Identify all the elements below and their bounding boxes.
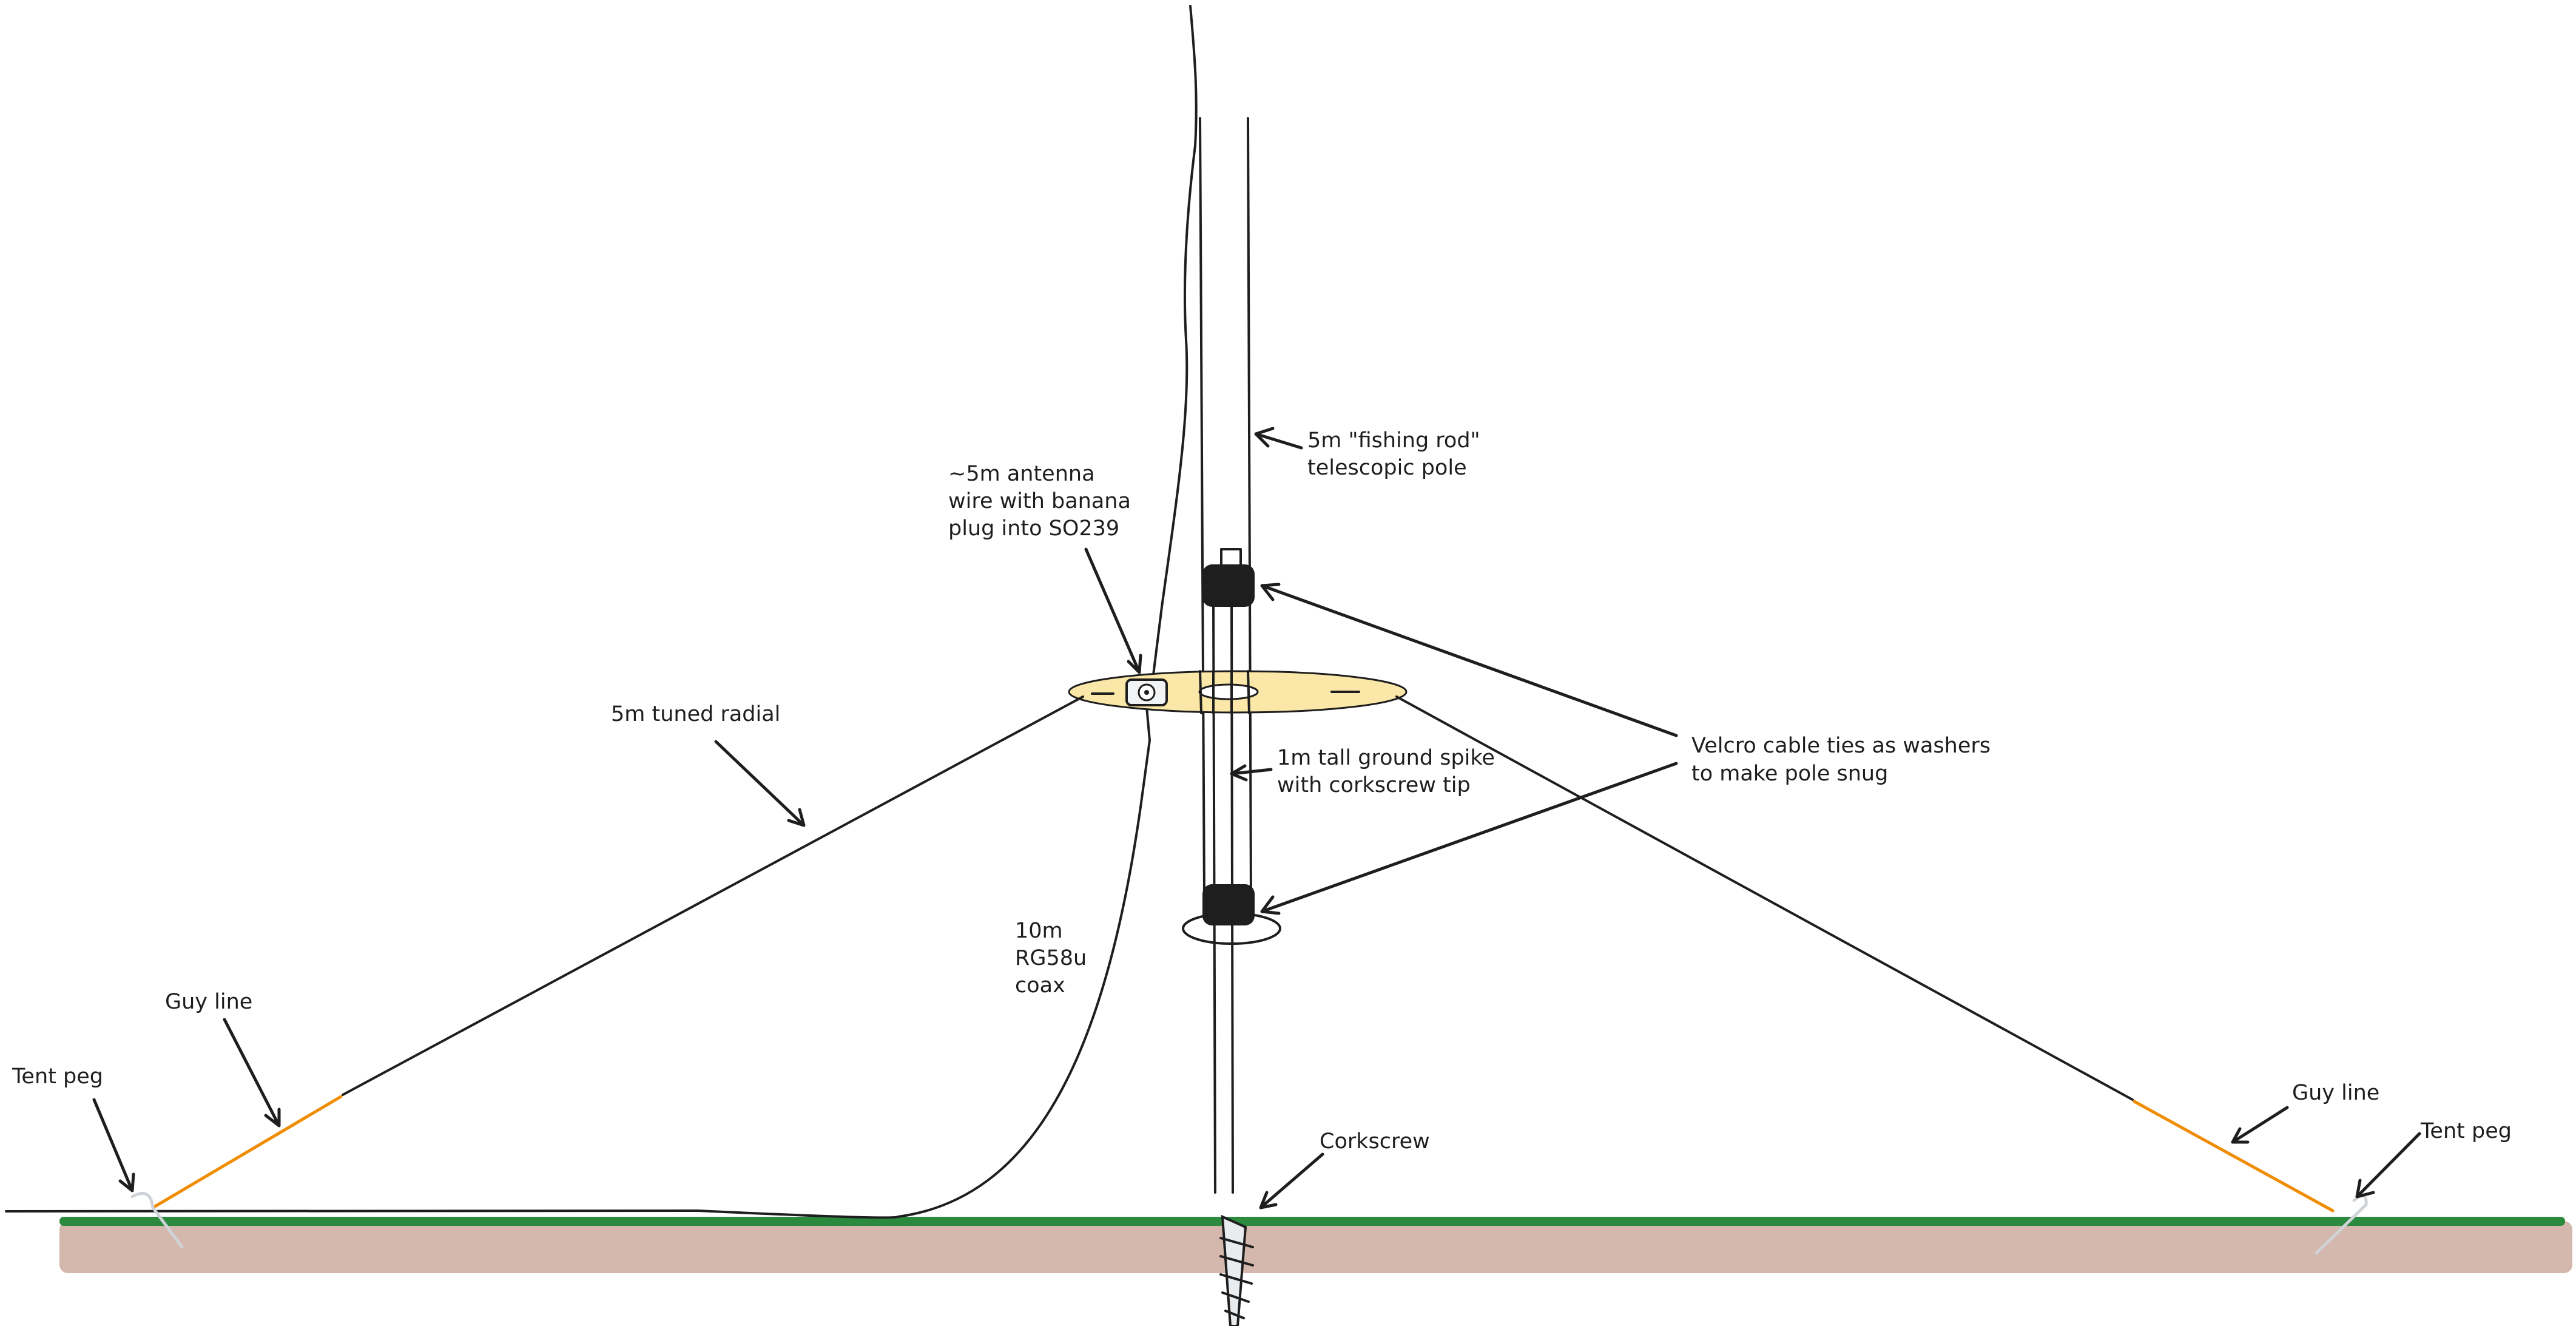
- arrow-velcro-top: [1260, 583, 1678, 737]
- label-tent-peg-right: Tent peg: [2420, 1119, 2512, 1143]
- corkscrew-thread: [1219, 1237, 1254, 1319]
- arrow-fishing-pole: [1254, 427, 1303, 450]
- arrow-tent-peg-right: [2355, 1132, 2421, 1199]
- velcro-tie-top: [1202, 564, 1255, 607]
- label-guy-line-left: Guy line: [165, 990, 252, 1014]
- grass-strip: [59, 1217, 2565, 1226]
- label-guy-line-right: Guy line: [2292, 1081, 2379, 1105]
- so239-connector: [1125, 678, 1168, 706]
- arrow-tent-peg-left: [92, 1098, 135, 1192]
- arrow-corkscrew: [1259, 1152, 1324, 1209]
- velcro-tie-bottom: [1202, 884, 1255, 925]
- coax-cable: [5, 706, 1151, 1219]
- label-coax: 10m RG58u coax: [1015, 919, 1093, 998]
- arrow-velcro-bottom: [1260, 762, 1678, 915]
- label-fishing-pole: 5m "fishing rod" telescopic pole: [1307, 428, 1487, 480]
- corkscrew-tip: [1221, 1214, 1247, 1326]
- label-ground-spike: 1m tall ground spike with corkscrew tip: [1277, 746, 1502, 797]
- label-tuned-radial: 5m tuned radial: [611, 702, 780, 726]
- label-corkscrew: Corkscrew: [1320, 1129, 1430, 1154]
- arrow-ground-spike: [1230, 764, 1273, 782]
- tent-peg-left: [130, 1192, 184, 1249]
- fishing-rod-pole: [1199, 117, 1252, 899]
- antenna-wire: [1151, 5, 1198, 681]
- label-tent-peg-left: Tent peg: [12, 1064, 103, 1089]
- arrow-guy-line-left: [223, 1018, 281, 1128]
- soil-strip: [59, 1221, 2572, 1273]
- annotation-arrows: [92, 427, 2421, 1209]
- arrow-tuned-radial: [714, 740, 806, 827]
- guy-line-left: [151, 1095, 343, 1209]
- arrow-antenna-wire: [1084, 547, 1142, 674]
- tent-peg-right: [2315, 1194, 2368, 1255]
- tuned-radial-wire: [342, 695, 1084, 1096]
- label-antenna-wire: ~5m antenna wire with banana plug into S…: [948, 462, 1138, 541]
- guy-line-right: [2133, 1100, 2335, 1213]
- radial-plate: [1068, 670, 1408, 714]
- right-radial-wire: [1395, 695, 2134, 1101]
- ground: [59, 1217, 2572, 1273]
- label-velcro: Velcro cable ties as washers to make pol…: [1691, 734, 1997, 786]
- arrow-guy-line-right: [2231, 1106, 2289, 1144]
